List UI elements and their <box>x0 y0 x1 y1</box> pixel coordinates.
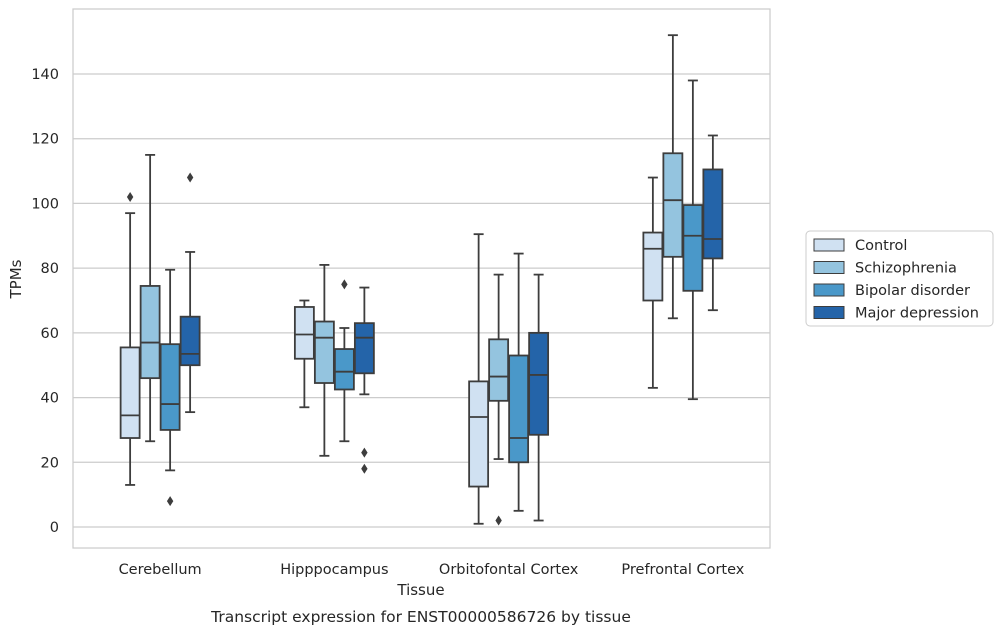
box-0-1 <box>139 153 161 443</box>
outlier-point-0 <box>166 496 174 507</box>
outlier-point-0 <box>186 172 194 183</box>
box-body <box>702 168 724 260</box>
box-0-3 <box>179 172 201 414</box>
x-tick-label-1: Hipppocampus <box>280 562 388 578</box>
box-body <box>488 338 510 402</box>
box-0-0 <box>119 191 141 486</box>
legend-swatch-2 <box>813 283 845 297</box>
x-tick-labels: Cerebellum Hipppocampus Orbitofontal Corte… <box>119 562 745 578</box>
box-1-3 <box>353 286 375 474</box>
box-body <box>682 204 704 292</box>
y-tick-label-140: 140 <box>31 67 59 83</box>
x-tick-label-2: Orbitofontal Cortex <box>439 562 579 578</box>
box-body <box>179 315 201 367</box>
box-1-1 <box>313 264 335 457</box>
y-tick-label-80: 80 <box>41 261 59 277</box>
box-body <box>642 231 664 302</box>
box-2-3 <box>528 273 550 522</box>
box-body <box>293 306 315 360</box>
box-3-1 <box>662 34 684 320</box>
legend-swatch-3 <box>813 306 845 319</box>
outlier-point-0 <box>361 447 368 458</box>
legend-label-0: Control <box>855 238 907 254</box>
legend-swatch-1 <box>813 261 845 274</box>
plot-frame <box>72 8 771 549</box>
y-tick-label-60: 60 <box>41 326 59 342</box>
y-tick-label-40: 40 <box>41 391 59 407</box>
legend-label-3: Major depression <box>855 306 979 322</box>
legend-label-2: Bipolar disorder <box>855 283 970 299</box>
box-body <box>468 380 490 488</box>
y-axis-label: TPMs <box>7 259 25 299</box>
box-2-0 <box>468 233 490 525</box>
box-3-0 <box>642 176 664 389</box>
y-tick-label-0: 0 <box>50 520 59 536</box>
box-1-2 <box>333 279 355 443</box>
chart-title: Transcript expression for ENST0000058672… <box>210 608 631 626</box>
plot-area <box>73 9 770 548</box>
outlier-point-0 <box>126 191 134 202</box>
box-body <box>662 152 684 258</box>
legend-frame <box>805 230 994 327</box>
outlier-point-0 <box>341 279 348 290</box>
box-body <box>333 348 355 391</box>
box-body <box>508 354 530 464</box>
boxes-layer <box>119 34 724 526</box>
box-body <box>528 331 550 436</box>
box-2-2 <box>508 252 530 512</box>
outlier-point-0 <box>495 515 502 526</box>
legend-label-1: Schizophrenia <box>855 261 957 277</box>
box-body <box>139 285 161 380</box>
box-body <box>119 346 141 439</box>
x-axis-label: Tissue <box>396 581 444 599</box>
box-3-2 <box>682 79 704 401</box>
legend-swatch-0 <box>813 238 845 252</box>
box-body <box>353 322 375 375</box>
box-0-2 <box>159 268 181 507</box>
x-tick-label-0: Cerebellum <box>119 562 202 578</box>
x-tick-label-3: Prefrontal Cortex <box>621 562 744 578</box>
box-body <box>159 343 181 431</box>
box-body <box>313 320 335 384</box>
box-1-0 <box>293 299 315 409</box>
box-3-3 <box>702 134 724 312</box>
y-tick-label-120: 120 <box>31 132 59 148</box>
legend: Control Schizophrenia Bipolar disorder Majo… <box>805 230 994 327</box>
outlier-point-1 <box>361 463 368 474</box>
y-tick-labels: 0 20 40 60 80 100 120 140 <box>31 67 59 536</box>
box-2-1 <box>488 273 510 526</box>
y-tick-label-100: 100 <box>31 196 59 212</box>
y-tick-label-20: 20 <box>41 455 59 471</box>
